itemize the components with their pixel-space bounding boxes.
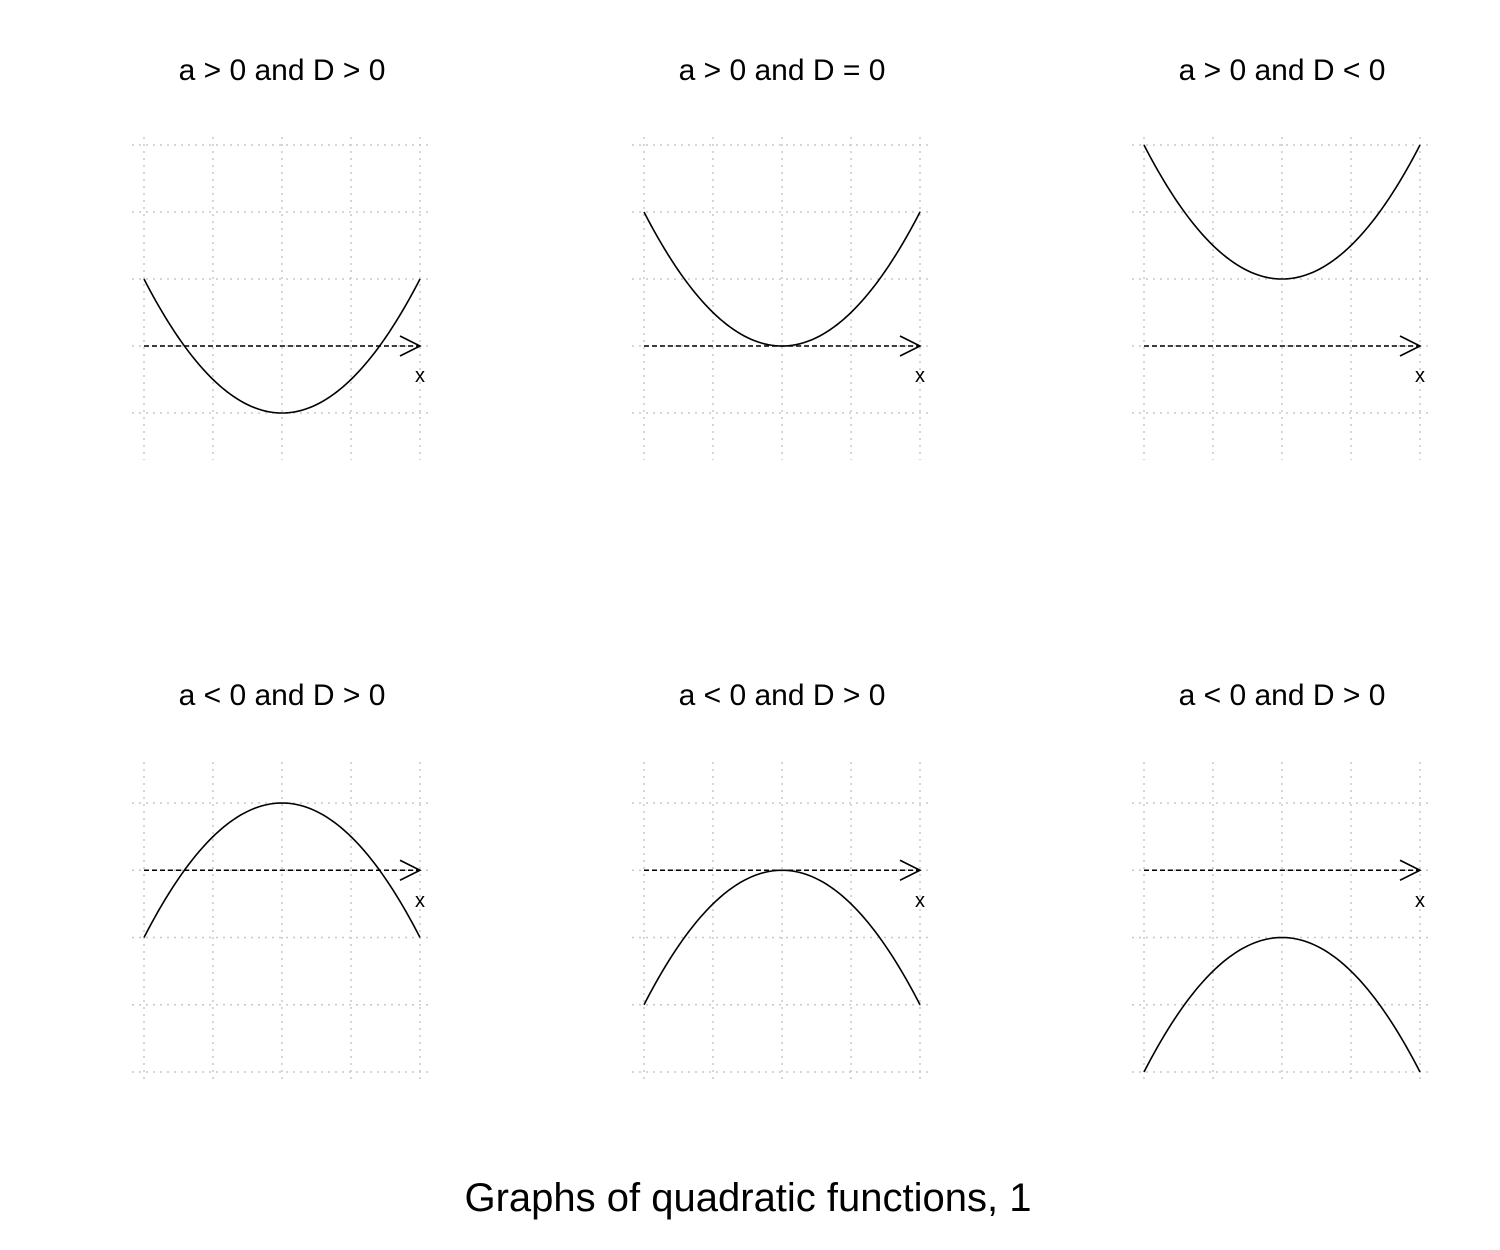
- x-axis-label: x: [915, 365, 925, 387]
- panel-title: a > 0 and D < 0: [1179, 54, 1386, 87]
- panel-title: a > 0 and D = 0: [679, 54, 886, 87]
- parabola-curve: [143, 278, 421, 414]
- x-axis-arrowhead: [899, 335, 922, 357]
- parabola-curve: [1143, 144, 1421, 280]
- parabola-curve: [643, 211, 921, 347]
- chart-panel-6: x a < 0 and D > 0: [1132, 679, 1430, 1082]
- x-axis-arrowhead: [399, 859, 422, 881]
- x-axis-arrowhead: [1399, 335, 1422, 357]
- grid: [132, 137, 430, 460]
- panel-title: a < 0 and D > 0: [1179, 679, 1386, 712]
- chart-panel-4: x a < 0 and D > 0: [132, 679, 430, 1082]
- chart-panel-3: x a > 0 and D < 0: [1132, 54, 1430, 460]
- chart-panel-5: x a < 0 and D > 0: [632, 679, 930, 1082]
- panel-title: a < 0 and D > 0: [679, 679, 886, 712]
- chart-panel-2: x a > 0 and D = 0: [632, 54, 930, 460]
- parabola-curve: [143, 802, 421, 938]
- chart-panel-1: x a > 0 and D > 0: [132, 54, 430, 460]
- x-axis-label: x: [915, 890, 925, 912]
- panel-title: a < 0 and D > 0: [179, 679, 386, 712]
- x-axis-label: x: [1415, 890, 1425, 912]
- parabola-curve: [1143, 936, 1421, 1073]
- x-axis-arrowhead: [1399, 859, 1422, 881]
- x-axis-label: x: [415, 365, 425, 387]
- figure-caption: Graphs of quadratic functions, 1: [465, 1176, 1032, 1220]
- grid: [632, 762, 930, 1082]
- grid: [132, 762, 430, 1082]
- grid: [1132, 137, 1430, 460]
- x-axis-arrowhead: [399, 335, 422, 357]
- x-axis-arrowhead: [899, 859, 922, 881]
- x-axis-label: x: [1415, 365, 1425, 387]
- chart-panels: x a > 0 and D > 0 x a > 0 and D = 0 x a > 0 a…: [132, 54, 1430, 1082]
- x-axis-label: x: [415, 890, 425, 912]
- grid: [1132, 762, 1430, 1082]
- grid: [632, 137, 930, 460]
- panel-title: a > 0 and D > 0: [179, 54, 386, 87]
- parabola-curve: [643, 869, 921, 1006]
